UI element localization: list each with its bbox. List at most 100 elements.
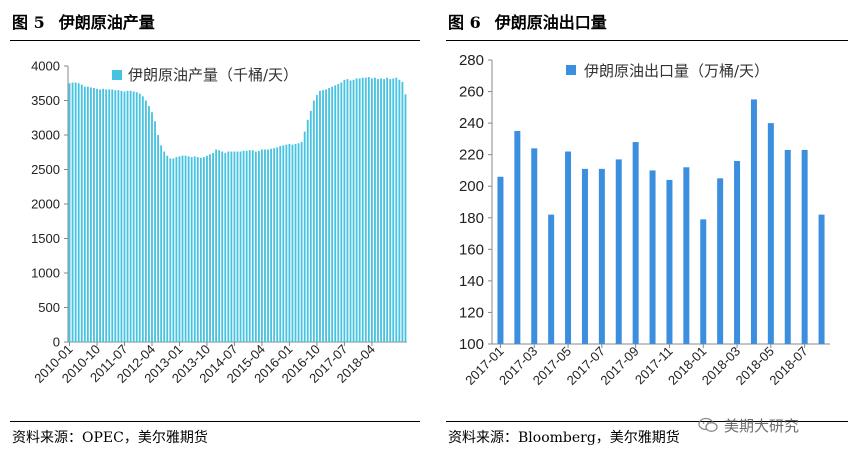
- production-bar: [80, 84, 83, 342]
- y-tick-label: 4000: [31, 59, 60, 74]
- production-bar: [68, 83, 71, 342]
- production-bar: [239, 151, 242, 342]
- left-bottom-rule: [10, 421, 420, 422]
- production-bar: [224, 152, 227, 342]
- production-bar: [212, 152, 214, 342]
- production-bar: [123, 91, 126, 342]
- right-figure-name: 伊朗原油出口量: [494, 13, 607, 32]
- production-bar: [193, 156, 196, 342]
- production-bar: [160, 145, 163, 342]
- production-bar: [71, 82, 74, 342]
- production-bar: [86, 86, 89, 342]
- production-bar: [102, 88, 105, 342]
- export-bar: [717, 178, 724, 344]
- production-bar: [364, 77, 367, 343]
- production-bar: [99, 89, 101, 343]
- production-bar: [74, 82, 77, 342]
- production-bar: [154, 121, 156, 342]
- export-bar: [700, 219, 707, 344]
- export-bar: [565, 151, 572, 344]
- production-bar: [294, 143, 297, 342]
- production-bar: [380, 78, 382, 343]
- production-bar: [187, 156, 190, 342]
- production-bar: [218, 150, 221, 342]
- production-bar: [349, 80, 352, 343]
- production-bar: [404, 94, 407, 342]
- production-bar: [319, 90, 321, 342]
- y-tick-label: 220: [459, 147, 484, 164]
- production-bar: [340, 82, 343, 342]
- export-bar: [598, 168, 605, 344]
- production-bar: [169, 158, 172, 342]
- export-bar: [514, 131, 521, 344]
- export-bar: [784, 149, 791, 344]
- production-bar: [334, 85, 337, 342]
- y-tick-label: 500: [38, 300, 60, 315]
- export-bar: [801, 149, 808, 344]
- legend-swatch: [566, 65, 576, 75]
- production-bar: [291, 144, 294, 342]
- production-bar: [105, 89, 108, 343]
- right-figure-panel: 图 6 伊朗原油出口量 100 120 140 160 180 200 220 240 260 28…: [436, 0, 856, 462]
- production-bar: [276, 147, 279, 342]
- production-bar: [114, 90, 117, 343]
- production-bar: [227, 151, 230, 342]
- export-bar: [548, 214, 555, 344]
- export-bar: [683, 167, 690, 344]
- production-bar: [83, 86, 86, 342]
- left-figure-panel: 图 5 伊朗原油产量 0 500 1000 1500 2000 2500 3000 3500 40…: [10, 13, 420, 446]
- production-bar: [355, 78, 358, 343]
- left-figure-number: 图 5: [12, 13, 45, 32]
- production-bar: [395, 77, 398, 343]
- production-bar: [199, 157, 202, 342]
- production-bar: [361, 77, 364, 343]
- production-bar: [377, 79, 379, 343]
- y-tick-label: 120: [459, 304, 484, 321]
- right-bottom-rule: [446, 421, 848, 422]
- right-figure-number: 图 6: [448, 13, 481, 32]
- export-bar: [767, 123, 774, 344]
- legend-label: 伊朗原油出口量（万桶/天）: [584, 62, 769, 80]
- export-bar: [581, 168, 588, 344]
- production-bar: [337, 83, 340, 342]
- production-bar: [282, 145, 285, 342]
- left-top-rule: [10, 40, 420, 41]
- production-bar: [129, 90, 132, 342]
- production-bar: [89, 87, 92, 342]
- production-bar: [178, 156, 181, 342]
- production-bar: [96, 88, 98, 342]
- x-tick-label: 2018-07: [766, 344, 810, 388]
- production-bar: [151, 112, 153, 342]
- production-bar: [148, 106, 150, 342]
- production-bar: [267, 149, 269, 342]
- legend-swatch: [112, 70, 122, 80]
- y-tick-label: 3500: [31, 93, 60, 108]
- export-bar: [734, 160, 741, 344]
- production-bar: [328, 88, 331, 342]
- production-bar: [358, 78, 361, 343]
- production-bar: [288, 143, 291, 342]
- production-bar: [270, 148, 273, 342]
- production-bar: [190, 157, 193, 342]
- export-bar: [615, 159, 622, 344]
- production-bar: [315, 94, 318, 342]
- production-bar: [352, 79, 355, 343]
- y-tick-label: 3000: [31, 128, 60, 143]
- legend-label: 伊朗原油产量（千桶/天）: [128, 66, 298, 84]
- production-bar: [166, 155, 169, 342]
- y-tick-label: 180: [459, 210, 484, 227]
- production-bar: [389, 79, 392, 343]
- watermark: 美期大研究: [698, 412, 838, 438]
- y-tick-label: 160: [459, 241, 484, 258]
- production-bar: [209, 154, 211, 342]
- watermark-text: 美期大研究: [724, 416, 800, 435]
- y-tick-label: 1000: [31, 266, 60, 281]
- production-bar: [175, 157, 178, 342]
- production-bar: [367, 77, 370, 342]
- production-bar: [312, 100, 315, 342]
- right-figure-title: 图 6 伊朗原油出口量: [448, 9, 607, 33]
- production-bar: [254, 151, 257, 342]
- left-source-note: 资料来源：OPEC，美尔雅期货: [12, 430, 208, 446]
- production-bar: [135, 92, 138, 342]
- production-bar: [230, 151, 233, 342]
